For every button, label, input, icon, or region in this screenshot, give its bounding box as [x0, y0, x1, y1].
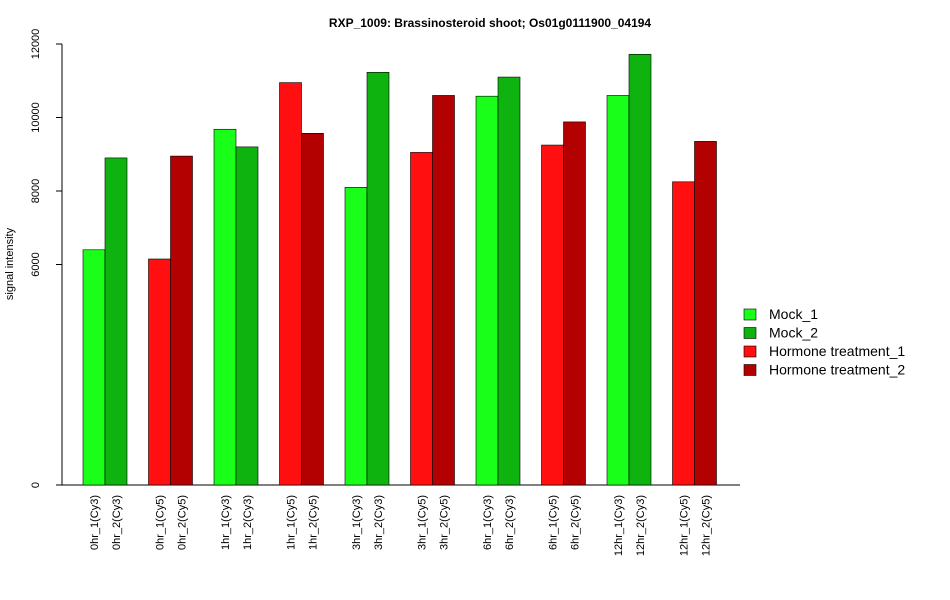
bar — [279, 82, 302, 486]
bar — [213, 128, 237, 486]
y-tick-label: 6000 — [30, 252, 42, 276]
y-tick-label: 10000 — [30, 102, 42, 133]
x-tick-label: 12hr_1(Cy5) — [679, 495, 691, 556]
x-tick-label: 1hr_2(Cy3) — [242, 495, 254, 550]
y-tick-label: 8000 — [30, 179, 42, 203]
x-tick-label: 1hr_1(Cy5) — [286, 495, 298, 550]
x-tick-label: 6hr_1(Cy3) — [482, 495, 494, 550]
x-tick-label: 0hr_1(Cy3) — [89, 495, 101, 550]
bar — [235, 146, 259, 486]
x-tick-label: 3hr_1(Cy5) — [417, 495, 429, 550]
x-tick-label: 3hr_2(Cy3) — [373, 495, 385, 550]
legend-swatch — [743, 308, 757, 321]
x-tick-label: 3hr_2(Cy5) — [439, 495, 451, 550]
x-tick-label: 6hr_2(Cy3) — [504, 495, 516, 550]
y-tick-label: 0 — [30, 482, 42, 488]
x-tick-label: 1hr_1(Cy3) — [220, 495, 232, 550]
bar — [104, 157, 128, 486]
bar — [672, 181, 695, 486]
bar — [563, 121, 586, 486]
x-tick-label: 0hr_1(Cy5) — [155, 495, 167, 550]
bar — [344, 187, 368, 486]
x-tick-label: 3hr_1(Cy3) — [351, 495, 363, 550]
bar — [82, 249, 106, 486]
legend-swatch — [743, 364, 757, 376]
x-tick-label: 12hr_1(Cy3) — [613, 495, 625, 556]
y-ticks: 0 6000 8000 10000 12000 — [30, 29, 62, 488]
bar — [301, 133, 324, 486]
bar — [148, 258, 171, 486]
x-tick-label: 1hr_2(Cy5) — [308, 495, 320, 550]
bar — [432, 95, 455, 486]
bar — [170, 155, 193, 486]
x-tick-label: 6hr_2(Cy5) — [570, 495, 582, 550]
legend: Mock_1 Mock_2 Hormone treatment_1 Hormone t… — [743, 306, 905, 378]
bar — [366, 71, 390, 486]
x-tick-label: 0hr_2(Cy5) — [177, 495, 189, 550]
legend-label: Hormone treatment_1 — [769, 343, 905, 359]
x-tick-labels: 0hr_1(Cy3) 0hr_2(Cy3) 0hr_1(Cy5) 0hr_2(Cy5)… — [89, 495, 713, 556]
legend-label: Mock_1 — [769, 306, 818, 322]
legend-label: Mock_2 — [769, 325, 818, 341]
x-tick-label: 12hr_2(Cy3) — [635, 495, 647, 556]
bar — [628, 53, 652, 486]
bar — [475, 95, 499, 486]
bars — [82, 53, 717, 486]
x-tick-label: 0hr_2(Cy3) — [111, 495, 123, 550]
legend-swatch — [743, 327, 757, 339]
x-tick-label: 6hr_1(Cy5) — [548, 495, 560, 550]
x-tick-label: 12hr_2(Cy5) — [701, 495, 713, 556]
legend-swatch — [743, 345, 757, 358]
chart-title: RXP_1009: Brassinosteroid shoot; Os01g01… — [329, 16, 652, 30]
bar — [694, 141, 717, 486]
bar — [606, 95, 630, 486]
legend-label: Hormone treatment_2 — [769, 362, 905, 378]
bar — [541, 144, 564, 486]
bar — [410, 152, 433, 486]
y-axis-label: signal intensity — [4, 227, 16, 300]
bar — [497, 76, 521, 486]
y-tick-label: 12000 — [30, 29, 42, 60]
